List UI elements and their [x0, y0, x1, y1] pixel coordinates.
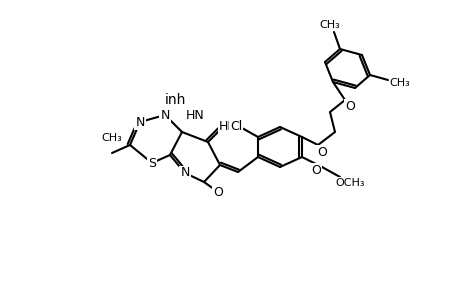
Text: N: N — [160, 109, 169, 122]
Text: O: O — [213, 185, 223, 199]
Text: O: O — [316, 146, 326, 158]
Text: S: S — [148, 157, 156, 169]
Text: Cl: Cl — [230, 119, 241, 133]
Text: HN: HN — [218, 119, 237, 133]
Text: inh: inh — [164, 93, 185, 107]
Text: CH₃: CH₃ — [389, 78, 409, 88]
Text: N: N — [180, 167, 189, 179]
Text: N: N — [135, 116, 145, 128]
Text: O: O — [310, 164, 320, 176]
Text: OCH₃: OCH₃ — [335, 178, 364, 188]
Text: O: O — [344, 100, 354, 112]
Text: CH₃: CH₃ — [101, 133, 122, 143]
Text: CH₃: CH₃ — [319, 20, 340, 30]
Text: HN: HN — [185, 109, 204, 122]
